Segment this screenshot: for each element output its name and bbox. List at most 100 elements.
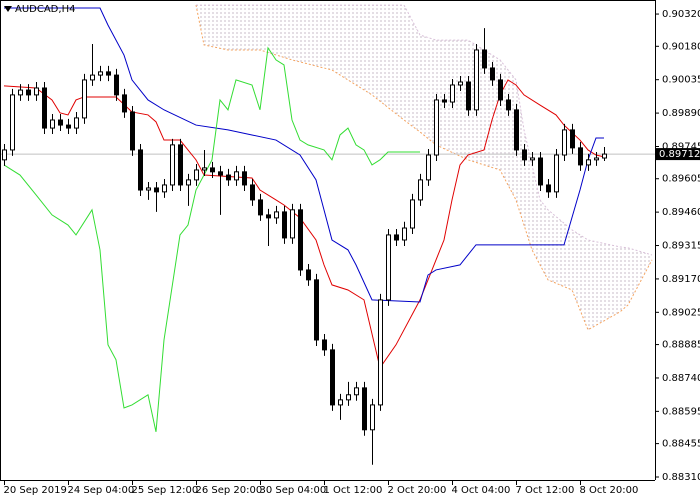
candle-body: [210, 167, 215, 173]
candle-body: [90, 74, 95, 81]
candle-body: [594, 157, 599, 161]
x-tick-label: 2 Oct 20:00: [388, 485, 447, 496]
candle-body: [10, 94, 15, 151]
y-tick-label: 0.90320: [662, 9, 700, 20]
candle-body: [602, 153, 607, 159]
candle-body: [402, 227, 407, 241]
current-price-box: [656, 148, 700, 161]
y-tick-label: 0.90035: [662, 75, 700, 86]
candle-body: [34, 87, 39, 96]
candle-body: [178, 144, 183, 186]
candle-body: [458, 81, 463, 86]
candle-body: [106, 71, 111, 76]
y-tick-label: 0.88885: [662, 340, 700, 351]
candle-body: [586, 159, 591, 166]
y-tick-label: 0.88740: [662, 373, 700, 384]
y-tick-label: 0.89890: [662, 108, 700, 119]
candle-body: [418, 179, 423, 201]
candle-body: [578, 147, 583, 166]
x-tick-label: 8 Oct 20:00: [580, 485, 639, 496]
candle-body: [138, 149, 143, 191]
x-tick-label: 24 Sep 04:00: [68, 485, 135, 496]
candle-body: [122, 94, 127, 113]
cloud-fill: [196, 5, 652, 330]
candle-body: [490, 67, 495, 81]
candle-body: [242, 171, 247, 186]
candle-body: [538, 157, 543, 186]
candle-body: [42, 87, 47, 129]
indicator-line: [3, 46, 420, 432]
candle-body: [522, 149, 527, 161]
x-tick-label: 7 Oct 12:00: [516, 485, 575, 496]
y-tick-label: 0.88310: [662, 472, 700, 483]
candle-body: [354, 387, 359, 396]
y-tick-label: 0.89025: [662, 307, 700, 318]
candle-body: [50, 119, 55, 129]
candle-body: [442, 99, 447, 103]
candle-body: [282, 211, 287, 239]
x-tick-label: 4 Oct 04:00: [452, 485, 511, 496]
x-tick-label: 20 Sep 2019: [4, 485, 67, 496]
candle-body: [194, 169, 199, 181]
candle-body: [562, 129, 567, 156]
candle-body: [370, 404, 375, 431]
x-tick-label: 30 Sep 04:00: [260, 485, 327, 496]
candle-body: [18, 89, 23, 96]
candle-body: [290, 209, 295, 239]
candle-body: [186, 179, 191, 186]
y-tick-label: 0.89605: [662, 174, 700, 185]
candle-body: [330, 349, 335, 406]
candle-body: [226, 174, 231, 181]
candle-body: [170, 144, 175, 186]
x-tick-label: 1 Oct 12:00: [324, 485, 383, 496]
y-tick-label: 0.89745: [662, 141, 700, 152]
candle-body: [322, 339, 327, 351]
candle-body: [114, 74, 119, 96]
candle-body: [346, 394, 351, 401]
current-price-label: 0.89712: [659, 149, 700, 160]
candle-layer: [2, 28, 607, 465]
candle-body: [266, 214, 271, 219]
candle-body: [250, 184, 255, 201]
candle-body: [298, 209, 303, 271]
candle-body: [218, 171, 223, 176]
candle-body: [546, 184, 551, 193]
candle-body: [506, 99, 511, 111]
candle-body: [410, 199, 415, 229]
candle-body: [530, 157, 535, 161]
candle-body: [314, 279, 319, 341]
candle-body: [82, 79, 87, 119]
candle-body: [234, 171, 239, 181]
x-tick-label: 26 Sep 20:00: [196, 485, 263, 496]
candle-body: [498, 79, 503, 101]
candle-body: [466, 81, 471, 111]
candle-body: [258, 199, 263, 216]
candle-body: [394, 234, 399, 241]
y-tick-label: 0.88595: [662, 406, 700, 417]
candle-body: [450, 84, 455, 103]
candle-body: [98, 71, 103, 76]
candle-body: [474, 49, 479, 111]
candle-body: [362, 387, 367, 431]
candle-body: [306, 269, 311, 281]
y-tick-label: 0.88455: [662, 439, 700, 450]
y-tick-label: 0.89460: [662, 207, 700, 218]
candle-body: [386, 234, 391, 301]
x-tick-label: 25 Sep 12:00: [132, 485, 199, 496]
candle-body: [570, 129, 575, 149]
y-tick-label: 0.90180: [662, 41, 700, 52]
candle-body: [58, 119, 63, 126]
candle-body: [146, 187, 151, 191]
candle-body: [554, 154, 559, 193]
candle-body: [514, 109, 519, 151]
indicator-line: [4, 7, 604, 303]
candle-body: [130, 111, 135, 151]
candle-body: [66, 124, 71, 129]
candle-body: [154, 187, 159, 193]
y-tick-label: 0.89315: [662, 241, 700, 252]
candle-body: [434, 99, 439, 156]
symbol-icon: [4, 6, 12, 12]
y-tick-label: 0.89170: [662, 274, 700, 285]
